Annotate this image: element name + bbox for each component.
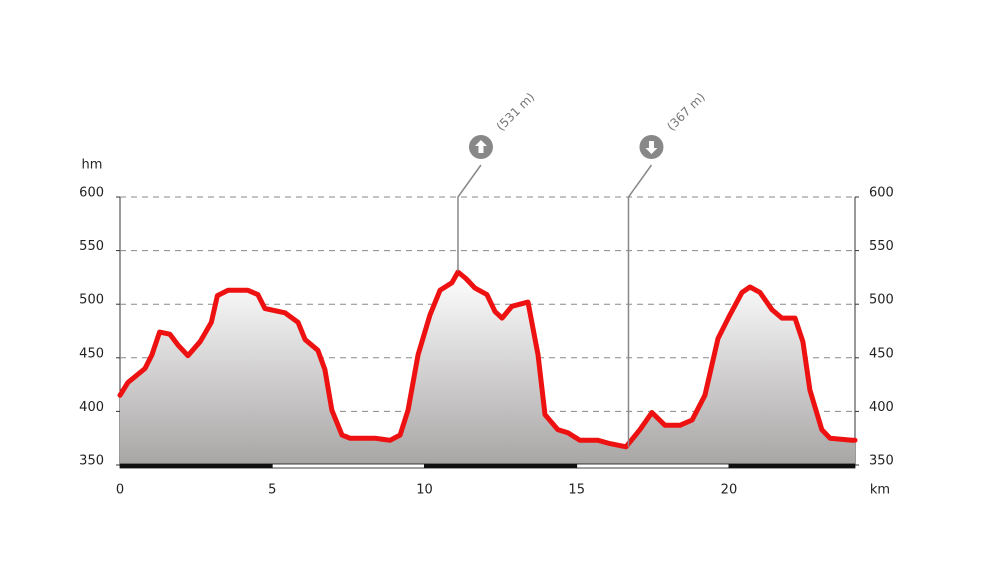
scale-bar-segment: [271, 463, 425, 469]
y-tick-label-right: 600: [869, 186, 894, 201]
y-tick-label: 350: [79, 454, 104, 469]
annotation-label: (531 m): [494, 90, 538, 134]
x-tick-label: 5: [268, 483, 276, 498]
y-tick-label: 400: [79, 400, 104, 415]
y-axis-label: hm: [82, 158, 103, 173]
annotation-pin: [627, 164, 653, 447]
y-tick-label-right: 350: [869, 454, 894, 469]
scale-bar-segment: [728, 463, 856, 469]
scale-bar-segment: [576, 463, 730, 469]
y-tick-label-right: 500: [869, 293, 894, 308]
y-tick-label: 500: [79, 293, 104, 308]
y-tick-label-right: 550: [869, 239, 894, 254]
scale-bar-segment: [119, 463, 273, 469]
x-axis-label: km: [870, 483, 890, 498]
annotation-arrow: [474, 140, 487, 153]
area: [120, 272, 855, 465]
scale-bar-segment: [424, 463, 578, 469]
y-tick-label: 450: [79, 346, 104, 361]
annotation-pin: [457, 164, 482, 271]
elevation-line: [117, 269, 858, 450]
annotation-label: (367 m): [664, 90, 708, 134]
annotation-arrow: [645, 141, 658, 154]
x-tick-label: 10: [416, 483, 433, 498]
x-tick-label: 0: [116, 483, 124, 498]
y-tick-label: 550: [79, 239, 104, 254]
x-tick-label: 15: [568, 483, 585, 498]
x-tick-label: 20: [721, 483, 738, 498]
y-tick-label-right: 450: [869, 346, 894, 361]
y-tick-label-right: 400: [869, 400, 894, 415]
y-tick-label: 600: [79, 186, 104, 201]
